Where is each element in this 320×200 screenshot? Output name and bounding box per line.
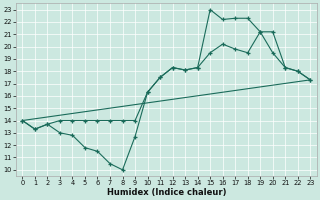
X-axis label: Humidex (Indice chaleur): Humidex (Indice chaleur) xyxy=(107,188,226,197)
